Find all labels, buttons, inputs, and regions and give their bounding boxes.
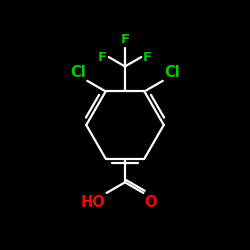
- Text: Cl: Cl: [70, 64, 86, 80]
- Text: Cl: Cl: [164, 64, 180, 80]
- Text: F: F: [98, 50, 107, 64]
- Text: F: F: [143, 50, 152, 64]
- Text: O: O: [145, 195, 157, 210]
- Text: F: F: [120, 34, 130, 46]
- Text: HO: HO: [80, 195, 105, 210]
